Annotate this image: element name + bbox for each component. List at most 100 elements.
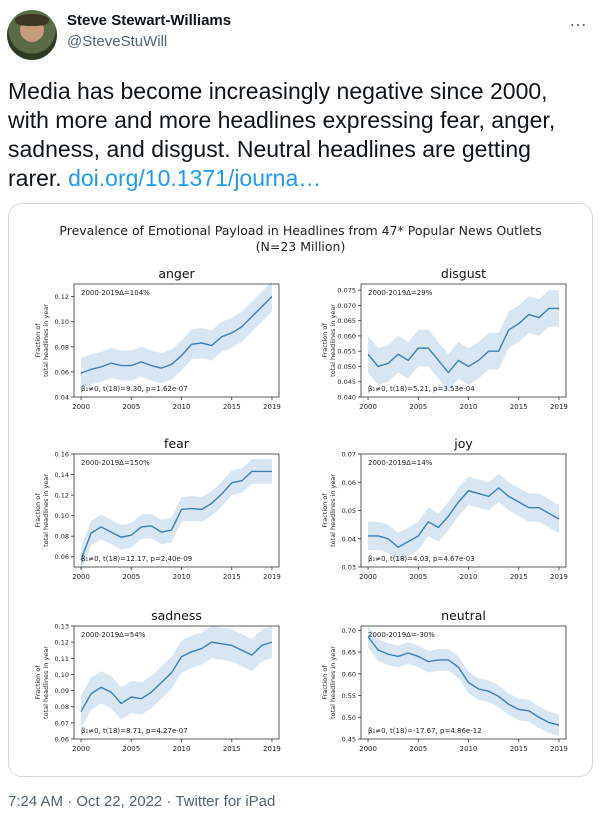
plot-frame xyxy=(360,625,567,740)
x-tick-label: 2005 xyxy=(122,403,140,411)
y-axis-label-line: total headlines in year xyxy=(329,646,337,719)
figure-card[interactable]: Prevalence of Emotional Payload in Headl… xyxy=(8,203,593,777)
x-tick-label: 2005 xyxy=(122,745,140,753)
x-tick-label: 2010 xyxy=(173,403,191,411)
y-tick-label: 0.055 xyxy=(337,348,356,356)
y-tick-label: 0.65 xyxy=(342,649,356,657)
y-tick-label: 0.065 xyxy=(337,317,356,325)
plot-frame xyxy=(73,453,280,568)
x-tick-label: 2010 xyxy=(460,573,478,581)
x-tick-label: 2005 xyxy=(122,573,140,581)
x-tick-label: 2019 xyxy=(550,573,568,581)
delta-annotation: 2000-2019Δ=14% xyxy=(368,459,433,467)
x-tick-label: 2015 xyxy=(510,573,528,581)
y-axis-label-line: total headlines in year xyxy=(42,474,50,547)
y-tick-label: 0.06 xyxy=(342,479,356,487)
confidence-band xyxy=(368,290,559,391)
y-tick-label: 0.07 xyxy=(55,719,69,727)
y-tick-label: 0.55 xyxy=(342,692,356,700)
y-axis-label: Fraction oftotal headlines in year xyxy=(34,474,50,547)
figure-title: Prevalence of Emotional Payload in Headl… xyxy=(59,223,542,238)
stat-annotation: β₁≠0, t(18)=9.30, p=1.62e-07 xyxy=(81,385,188,393)
tweet-body: Media has become increasingly negative s… xyxy=(8,78,556,191)
x-tick-label: 2015 xyxy=(223,403,241,411)
x-tick-label: 2015 xyxy=(510,745,528,753)
confidence-band xyxy=(81,626,272,728)
x-tick-label: 2005 xyxy=(409,573,427,581)
y-tick-label: 0.08 xyxy=(55,533,69,541)
series-line xyxy=(368,486,560,549)
plot-frame xyxy=(360,283,567,398)
y-tick-label: 0.70 xyxy=(342,627,356,635)
tweet-link[interactable]: doi.org/10.1371/journa… xyxy=(68,165,322,191)
confidence-band xyxy=(368,473,559,562)
y-tick-label: 0.11 xyxy=(55,655,69,663)
y-tick-label: 0.045 xyxy=(337,378,356,386)
panel-anger: anger 0.04 0.06 0.08 0.10 0.12 2000 2005 2010 201… xyxy=(34,266,281,411)
y-tick-label: 0.03 xyxy=(342,564,356,572)
tweet-timestamp[interactable]: 7:24 AM · Oct 22, 2022 · Twitter for iPa… xyxy=(8,793,276,810)
x-tick-label: 2010 xyxy=(173,745,191,753)
panel-title: anger xyxy=(158,266,195,281)
figure-subtitle: (N=23 Million) xyxy=(255,239,346,254)
y-tick-label: 0.06 xyxy=(55,736,69,744)
y-tick-label: 0.45 xyxy=(342,736,356,744)
y-axis-label: Fraction oftotal headlines in year xyxy=(34,304,50,377)
stat-annotation: β₁≠0, t(18)=5.21, p=3.53e-04 xyxy=(368,385,475,393)
x-tick-label: 2000 xyxy=(72,745,90,753)
avatar[interactable] xyxy=(7,10,57,60)
y-tick-label: 0.12 xyxy=(55,492,69,500)
y-tick-label: 0.10 xyxy=(55,512,69,520)
panel-title: joy xyxy=(453,436,473,451)
series-line xyxy=(80,296,273,374)
hat-shape xyxy=(15,14,49,26)
y-axis-label-line: Fraction of xyxy=(321,493,329,528)
x-tick-label: 2000 xyxy=(359,403,377,411)
x-tick-label: 2019 xyxy=(263,403,281,411)
author-name[interactable]: Steve Stewart-Williams xyxy=(67,12,232,29)
y-axis-label-line: Fraction of xyxy=(321,665,329,700)
y-axis-label: Fraction oftotal headlines in year xyxy=(321,646,337,719)
tweet-text: Media has become increasingly negative s… xyxy=(8,77,588,193)
x-tick-label: 2000 xyxy=(72,573,90,581)
y-tick-label: 0.12 xyxy=(55,639,69,647)
panel-fear: fear 0.06 0.08 0.10 0.12 0.14 0.16 2000 2005 2010… xyxy=(34,436,281,581)
y-tick-label: 0.04 xyxy=(342,535,356,543)
x-tick-label: 2005 xyxy=(409,403,427,411)
y-tick-label: 0.50 xyxy=(342,714,356,722)
y-axis-label-line: total headlines in year xyxy=(329,474,337,547)
y-axis-label-line: Fraction of xyxy=(34,493,42,528)
panel-title: sadness xyxy=(151,608,202,623)
y-tick-label: 0.14 xyxy=(55,471,69,479)
x-tick-label: 2000 xyxy=(359,573,377,581)
x-tick-label: 2015 xyxy=(223,573,241,581)
y-tick-label: 0.10 xyxy=(55,318,69,326)
author-handle[interactable]: @SteveStuWill xyxy=(67,33,168,50)
y-tick-label: 0.09 xyxy=(55,687,69,695)
x-tick-label: 2010 xyxy=(173,573,191,581)
y-tick-label: 0.16 xyxy=(55,451,69,459)
x-tick-label: 2010 xyxy=(460,745,478,753)
x-tick-label: 2019 xyxy=(550,745,568,753)
chart-grid: anger 0.04 0.06 0.08 0.10 0.12 2000 2005 2010 201… xyxy=(34,266,568,753)
y-tick-label: 0.06 xyxy=(55,553,69,561)
stat-annotation: β₁≠0, t(18)=-17.67, p=4.86e-12 xyxy=(368,727,482,735)
stat-annotation: β₁≠0, t(18)=12.17, p=2.40e-09 xyxy=(81,555,192,563)
x-tick-label: 2000 xyxy=(359,745,377,753)
y-tick-label: 0.075 xyxy=(337,287,356,295)
panel-title: fear xyxy=(164,436,190,451)
y-tick-label: 0.13 xyxy=(55,623,69,631)
delta-annotation: 2000-2019Δ=150% xyxy=(81,459,150,467)
y-axis-label-line: Fraction of xyxy=(34,323,42,358)
x-tick-label: 2005 xyxy=(409,745,427,753)
more-options-icon[interactable]: … xyxy=(569,10,588,30)
y-tick-label: 0.60 xyxy=(342,670,356,678)
series-line xyxy=(367,307,559,374)
y-axis-label-line: Fraction of xyxy=(34,665,42,700)
x-tick-label: 2010 xyxy=(460,403,478,411)
y-tick-label: 0.06 xyxy=(55,368,69,376)
delta-annotation: 2000-2019Δ=-30% xyxy=(368,631,435,639)
delta-annotation: 2000-2019Δ=29% xyxy=(368,289,433,297)
confidence-band xyxy=(81,459,272,573)
y-axis-label-line: Fraction of xyxy=(321,323,329,358)
